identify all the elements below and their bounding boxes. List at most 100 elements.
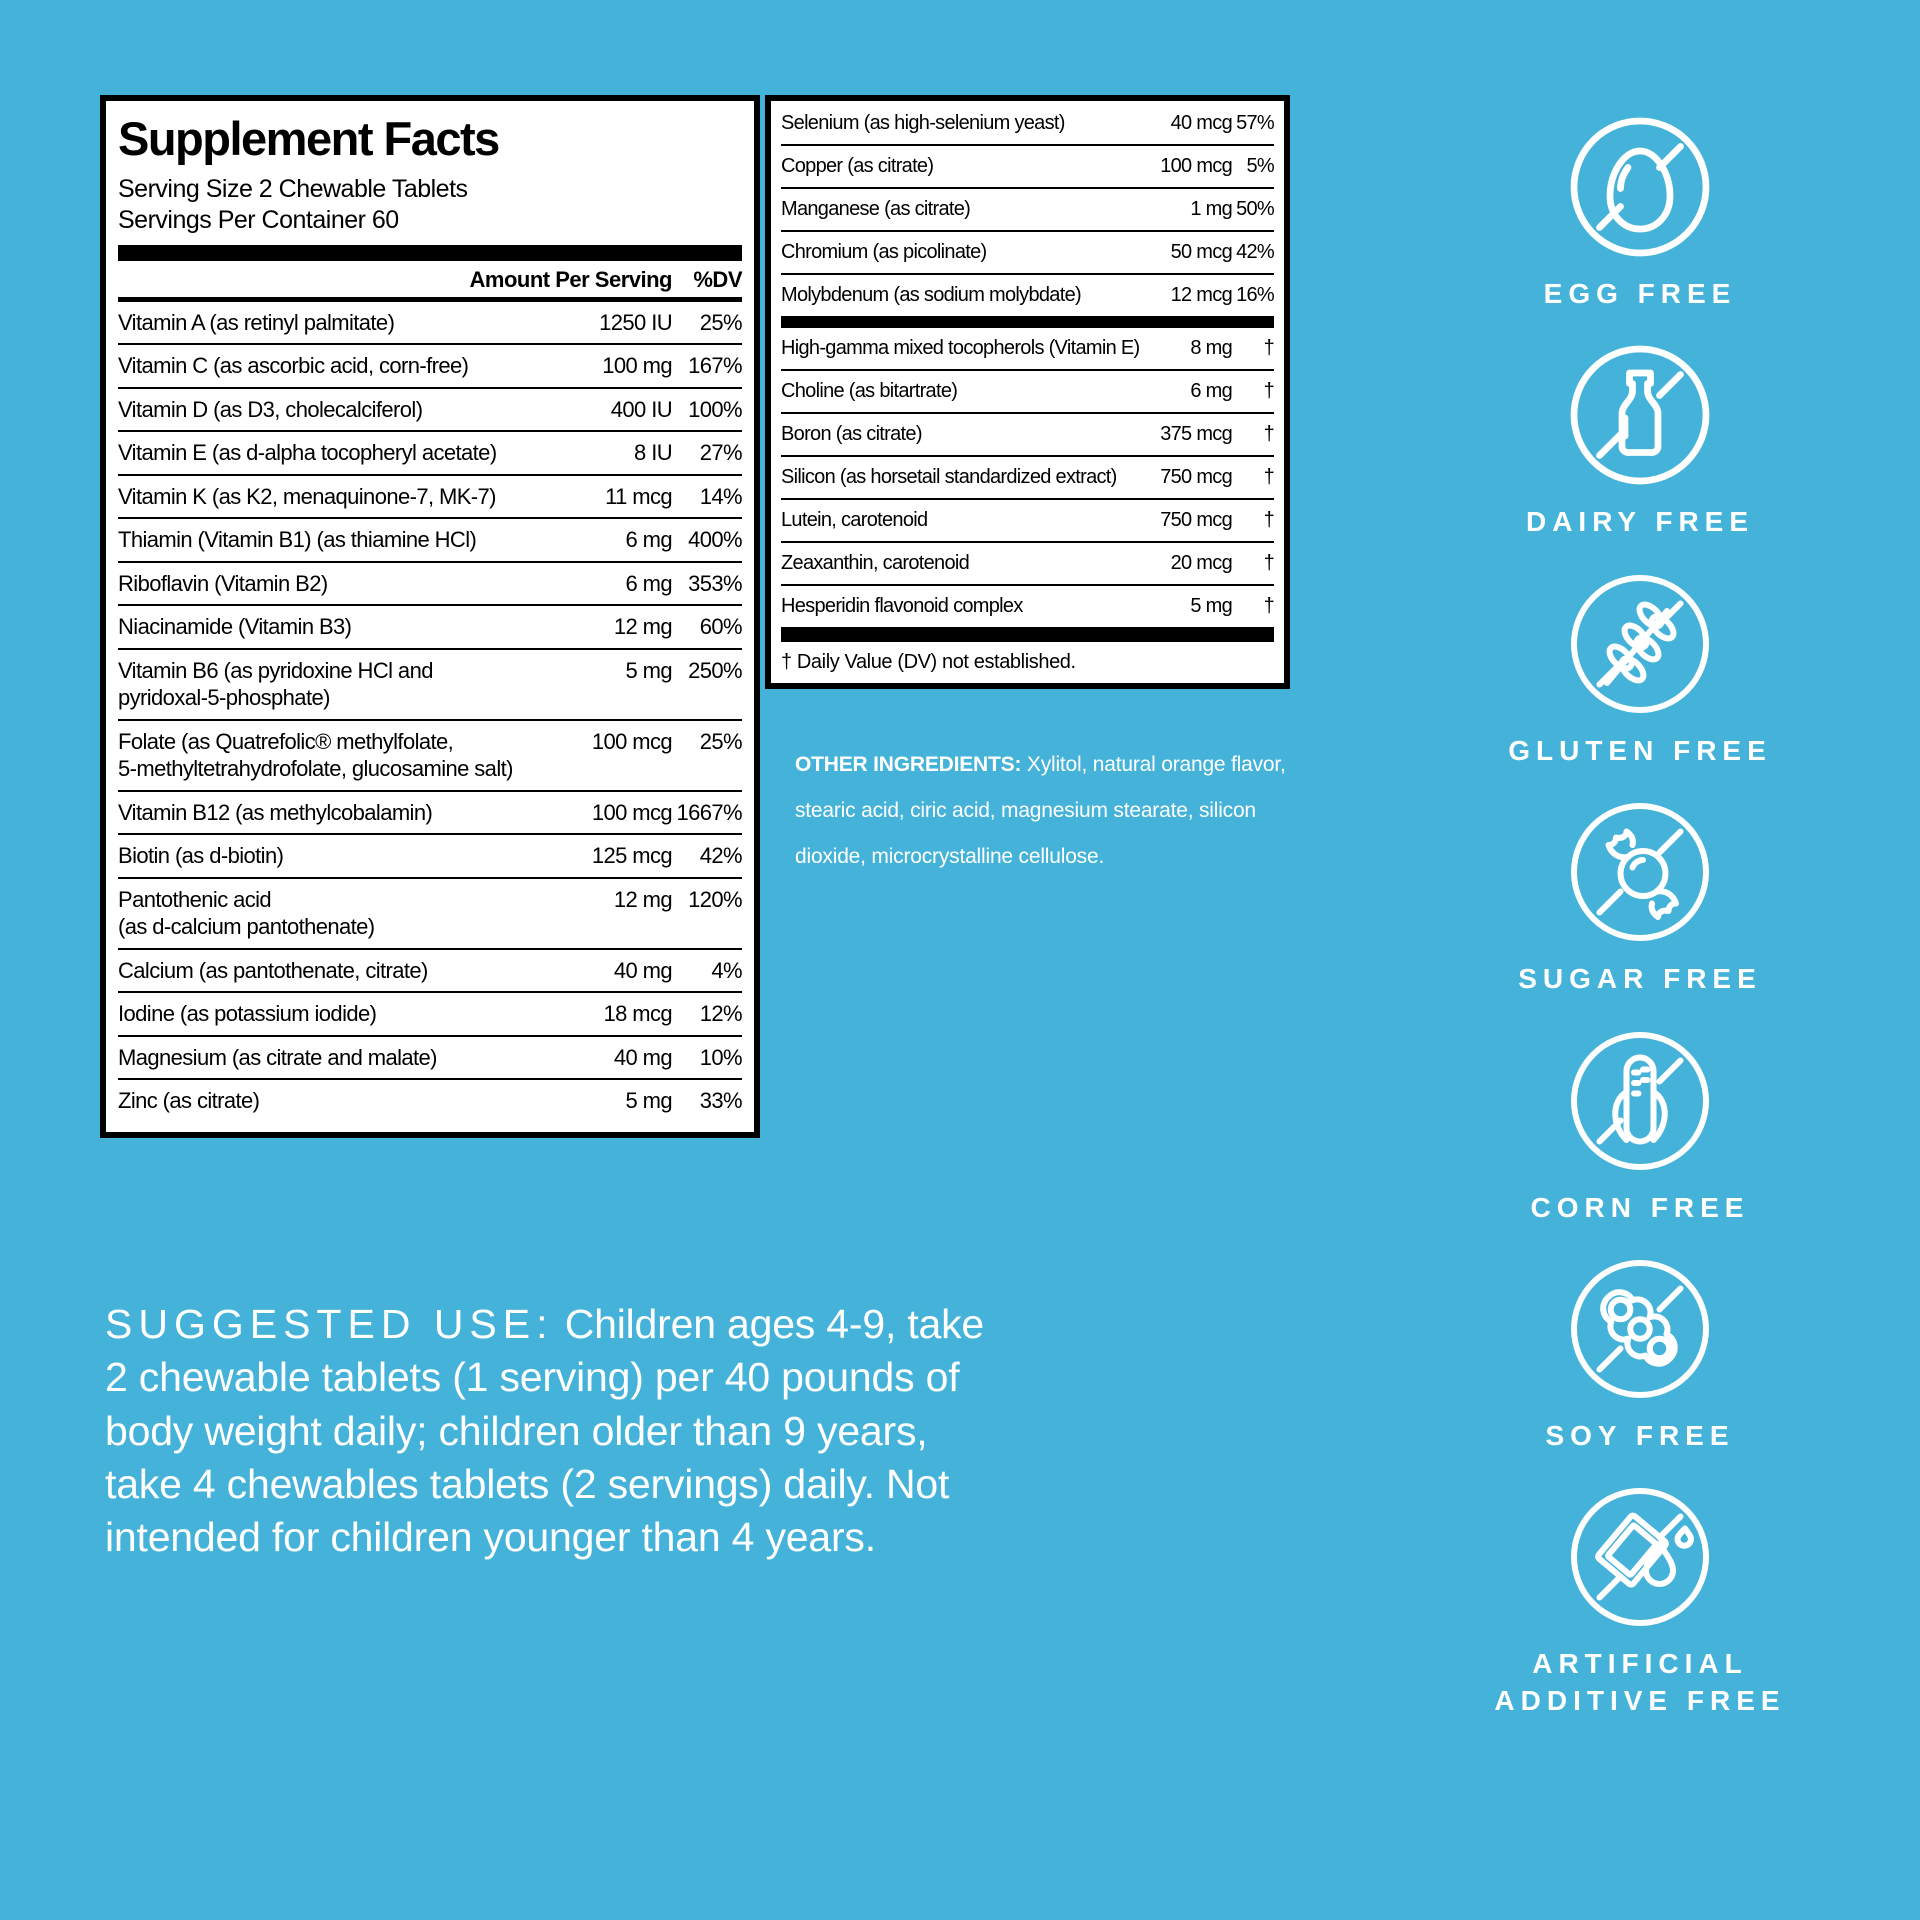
- nutrient-amount: 750 mcg: [1160, 466, 1233, 488]
- other-ingredients-text: Xylitol, natural orange flavor, stearic …: [795, 753, 1286, 869]
- nutrient-amount: 12 mg: [613, 886, 673, 912]
- nutrient-dv: †: [1263, 380, 1275, 402]
- nutrient-name: Boron (as citrate): [781, 423, 922, 445]
- column-header-amount: Amount Per Serving: [469, 266, 673, 292]
- nutrient-dv: 4%: [711, 957, 742, 983]
- nutrient-amount: 8 mg: [1190, 337, 1232, 359]
- column-header-dv: %DV: [693, 266, 742, 292]
- egg-icon: [1570, 117, 1710, 257]
- nutrient-name: Biotin (as d-biotin): [118, 843, 284, 868]
- nutrient-dv: 25%: [699, 309, 743, 335]
- candy-icon: [1570, 803, 1709, 942]
- nutrient-dv: 16%: [1236, 284, 1275, 306]
- nutrient-name: Zeaxanthin, carotenoid: [781, 552, 970, 574]
- nutrient-amount: 100 mcg: [591, 728, 673, 754]
- nutrient-dv: 400%: [688, 527, 742, 552]
- table-row: Vitamin A (as retinyl palmitate) 1250 IU 2…: [118, 302, 743, 344]
- badge-corn-free: CORN FREE: [1531, 1026, 1750, 1226]
- nutrient-name: Silicon (as horsetail standardized extra…: [781, 466, 1117, 488]
- nutrient-amount: 50 mcg: [1170, 241, 1233, 263]
- nutrient-amount: 400 IU: [610, 396, 673, 422]
- nutrient-amount: 750 mcg: [1160, 509, 1233, 531]
- table-row: Vitamin C (as ascorbic acid, corn-free) 1…: [118, 343, 743, 387]
- nutrient-name: Calcium (as pantothenate, citrate): [118, 957, 428, 983]
- suggested-use-label: SUGGESTED USE:: [105, 1301, 554, 1347]
- nutrient-dv: †: [1263, 552, 1275, 574]
- table-row: Niacinamide (Vitamin B3) 12 mg 60%: [118, 604, 743, 648]
- badge-sugar-free: SUGAR FREE: [1518, 797, 1762, 997]
- nutrient-name: Vitamin B6 (as pyridoxine HCl and pyrido…: [118, 657, 433, 711]
- table-row: Hesperidin flavonoid complex 5 mg †: [781, 584, 1275, 627]
- nutrient-amount: 18 mcg: [603, 1001, 672, 1026]
- nutrient-dv: 10%: [699, 1044, 743, 1070]
- nutrient-name: Zinc (as citrate): [118, 1088, 260, 1113]
- nutrient-amount: 100 mg: [602, 353, 672, 378]
- badge-label: GLUTEN FREE: [1508, 734, 1772, 766]
- nutrient-amount: 1 mg: [1190, 198, 1232, 220]
- badge-label: EGG FREE: [1543, 278, 1737, 309]
- badge-label: SOY FREE: [1545, 1419, 1735, 1451]
- nutrient-amount: 6 mg: [625, 527, 672, 552]
- nutrient-amount: 100 mcg: [591, 799, 673, 825]
- nutrient-amount: 100 mcg: [1160, 155, 1233, 177]
- nutrient-amount: 125 mcg: [591, 843, 673, 868]
- table-row: Thiamin (Vitamin B1) (as thiamine HCl) 6 …: [118, 517, 743, 561]
- badge-label: DAIRY FREE: [1525, 506, 1755, 538]
- divider-thick: [781, 627, 1274, 642]
- other-nutrient-table: High-gamma mixed tocopherols (Vitamin E)…: [781, 328, 1275, 627]
- additive-packet-icon: [1570, 1488, 1709, 1627]
- nutrient-dv: 250%: [688, 657, 742, 683]
- nutrient-amount: 20 mcg: [1170, 552, 1233, 574]
- nutrient-name: Iodine (as potassium iodide): [118, 1001, 377, 1026]
- table-row: Boron (as citrate) 375 mcg †: [781, 412, 1275, 455]
- nutrient-dv: 42%: [1236, 241, 1275, 263]
- serving-size: Serving Size 2 Chewable Tablets: [118, 175, 468, 203]
- table-row: Silicon (as horsetail standardized extra…: [781, 455, 1275, 498]
- nutrient-dv: †: [1263, 466, 1275, 488]
- mineral-table: Selenium (as high-selenium yeast) 40 mcg 5…: [781, 103, 1275, 316]
- suggested-use: SUGGESTED USE: Children ages 4-9, take 2…: [105, 1298, 1255, 1564]
- nutrient-name: Magnesium (as citrate and malate): [118, 1044, 438, 1070]
- nutrient-dv: 353%: [688, 570, 742, 596]
- table-row: Iodine (as potassium iodide) 18 mcg 12%: [118, 991, 743, 1035]
- table-row: Zeaxanthin, carotenoid 20 mcg †: [781, 541, 1275, 584]
- nutrient-amount: 6 mg: [1190, 380, 1232, 402]
- nutrient-dv: 57%: [1236, 112, 1275, 134]
- nutrient-dv: 167%: [688, 353, 742, 378]
- table-row: Magnesium (as citrate and malate) 40 mg 10…: [118, 1034, 743, 1079]
- table-row: High-gamma mixed tocopherols (Vitamin E)…: [781, 328, 1275, 369]
- nutrient-name: Thiamin (Vitamin B1) (as thiamine HCl): [118, 527, 477, 552]
- badge-label: ARTIFICIAL ADDITIVE FREE: [1494, 1648, 1786, 1716]
- nutrient-name: Folate (as Quatrefolic® methylfolate, 5-…: [118, 728, 513, 782]
- nutrient-name: Vitamin C (as ascorbic acid, corn-free): [118, 353, 469, 378]
- nutrient-dv: 5%: [1246, 155, 1274, 177]
- nutrient-dv: †: [1263, 337, 1275, 359]
- table-row: Vitamin D (as D3, cholecalciferol) 400 IU…: [118, 386, 743, 431]
- corn-icon: [1571, 1031, 1709, 1170]
- nutrient-name: Selenium (as high-selenium yeast): [781, 112, 1065, 134]
- nutrient-dv: 33%: [699, 1088, 743, 1113]
- nutrient-name: Copper (as citrate): [781, 155, 934, 177]
- nutrient-name: Vitamin K (as K2, menaquinone-7, MK-7): [118, 483, 496, 509]
- table-row: Riboflavin (Vitamin B2) 6 mg 353%: [118, 560, 743, 605]
- divider-thick: [118, 244, 742, 261]
- table-row: Selenium (as high-selenium yeast) 40 mcg 5…: [781, 103, 1275, 144]
- badge-dairy-free: DAIRY FREE: [1526, 340, 1754, 540]
- nutrient-dv: 1667%: [676, 799, 742, 825]
- nutrient-name: Manganese (as citrate): [781, 198, 971, 220]
- nutrient-name: Riboflavin (Vitamin B2): [118, 570, 328, 596]
- nutrient-name: Niacinamide (Vitamin B3): [118, 614, 352, 639]
- badge-label: SUGAR FREE: [1518, 963, 1762, 995]
- table-row: Lutein, carotenoid 750 mcg †: [781, 498, 1275, 541]
- nutrient-amount: 5 mg: [625, 657, 672, 683]
- nutrient-dv: †: [1263, 595, 1275, 617]
- badge-soy-free: SOY FREE: [1545, 1254, 1734, 1454]
- nutrient-dv: †: [1263, 423, 1275, 445]
- table-row: Vitamin B12 (as methylcobalamin) 100 mcg 1…: [118, 789, 743, 834]
- nutrient-amount: 375 mcg: [1160, 423, 1233, 445]
- divider-medium: [118, 296, 742, 302]
- nutrient-amount: 40 mg: [613, 1044, 673, 1070]
- nutrient-name: Chromium (as picolinate): [781, 241, 987, 263]
- supplement-facts-panel: Supplement Facts Serving Size 2 Chewable…: [100, 95, 760, 1138]
